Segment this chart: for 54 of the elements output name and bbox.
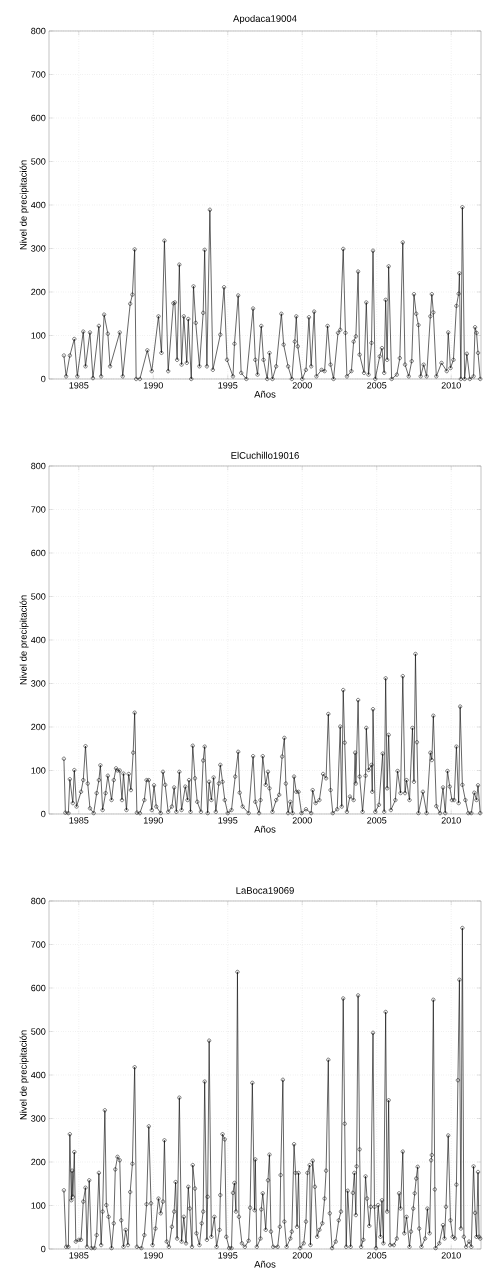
x-tick-label: 2010	[441, 382, 461, 389]
x-axis-title: Años	[254, 825, 276, 833]
y-tick-label: 200	[31, 723, 46, 731]
y-tick-label: 100	[31, 332, 46, 339]
y-tick-label: 100	[31, 1202, 46, 1209]
y-tick-label: 500	[31, 1028, 46, 1035]
x-tick-label: 1995	[218, 1252, 238, 1259]
y-tick-label: 400	[30, 201, 46, 209]
y-tick-label: 500	[31, 593, 46, 600]
y-tick-label: 300	[31, 680, 46, 687]
y-tick-label: 0	[41, 375, 46, 383]
y-tick-label: 600	[31, 984, 46, 992]
x-tick-label: 2005	[367, 1252, 387, 1259]
x-tick-label: 1985	[69, 1252, 89, 1259]
y-axis-title: Nivel de precipitación	[19, 160, 29, 250]
y-tick-label: 200	[31, 288, 46, 296]
x-tick-label: 1990	[143, 817, 163, 824]
x-tick-label: 1995	[218, 382, 238, 389]
y-tick-label: 700	[31, 941, 46, 948]
y-tick-label: 400	[30, 1071, 46, 1079]
x-tick-label: 2005	[367, 817, 387, 824]
x-tick-label: 2000	[292, 817, 312, 824]
x-tick-label: 2000	[292, 1252, 312, 1259]
y-tick-label: 200	[31, 1158, 46, 1166]
x-tick-label: 2005	[367, 382, 387, 389]
x-tick-label: 2010	[441, 1252, 461, 1259]
y-tick-label: 700	[31, 71, 46, 78]
chart-title: Apodaca19004	[233, 14, 297, 24]
x-tick-label: 1995	[218, 817, 238, 824]
y-tick-label: 600	[31, 549, 46, 557]
x-axis-title: Años	[254, 1260, 276, 1268]
y-tick-label: 600	[31, 114, 46, 122]
y-tick-label: 0	[41, 810, 46, 818]
y-tick-label: 0	[41, 1245, 46, 1253]
x-axis-title: Años	[254, 390, 276, 398]
y-tick-label: 700	[31, 506, 46, 513]
y-axis-title: Nivel de precipitación	[19, 595, 29, 685]
chart-title: ElCuchillo19016	[231, 451, 299, 459]
y-tick-label: 300	[31, 245, 46, 252]
y-tick-label: 800	[31, 462, 46, 470]
x-tick-label: 1990	[143, 382, 163, 389]
y-tick-label: 800	[31, 897, 46, 905]
x-tick-label: 2000	[292, 382, 312, 389]
y-tick-label: 400	[30, 636, 46, 644]
x-tick-label: 1985	[69, 382, 89, 389]
x-tick-label: 1990	[143, 1252, 163, 1259]
x-tick-label: 1985	[69, 817, 89, 824]
y-tick-label: 300	[31, 1115, 46, 1122]
y-tick-label: 100	[31, 767, 46, 774]
x-tick-label: 2010	[441, 817, 461, 824]
y-tick-label: 500	[31, 158, 46, 165]
y-axis-title: Nivel de precipitación	[19, 1030, 29, 1120]
y-tick-label: 800	[31, 27, 46, 35]
chart-title: LaBoca19069	[236, 887, 294, 894]
